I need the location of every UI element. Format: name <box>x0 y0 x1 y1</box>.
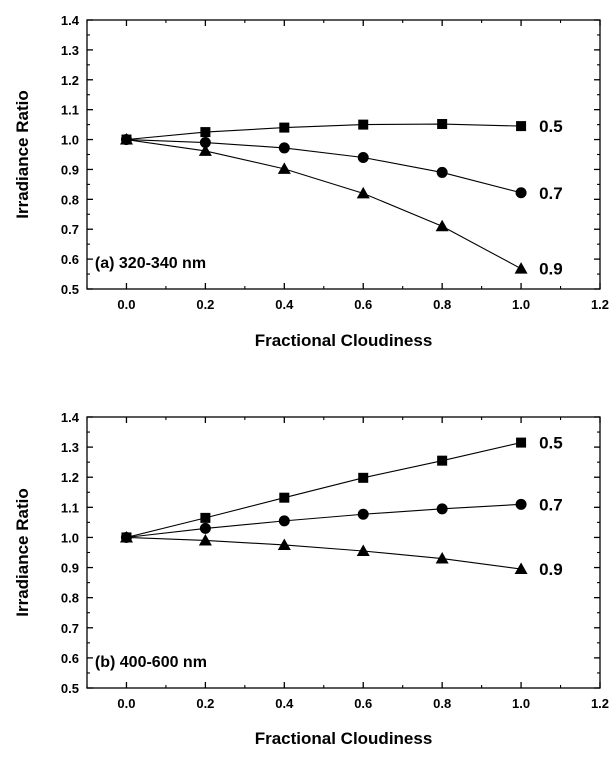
data-point <box>277 538 291 550</box>
data-point <box>436 503 448 515</box>
x-tick-label: 0.6 <box>354 297 372 312</box>
chart-panel-b: 0.0 0.2 0.4 0.6 0.8 1.0 1.2 0.5 0.6 0.7 0.8 0.9 1.0 1… <box>13 410 609 748</box>
data-point <box>515 498 527 510</box>
y-tick-label: 1.0 <box>61 133 79 148</box>
chart-panel-a: 0.0 0.2 0.4 0.6 0.8 1.0 1.2 0.5 0.6 0.7 0.8 0.9 1.0 1… <box>13 13 609 350</box>
y-tick-label: 0.5 <box>61 282 79 297</box>
series-label: 0.7 <box>539 495 563 514</box>
y-tick-label: 1.2 <box>61 470 79 485</box>
data-point <box>119 133 133 145</box>
series-line <box>126 536 522 570</box>
y-tick-label: 1.4 <box>61 13 80 28</box>
data-point <box>199 137 211 149</box>
series-square: 0.5 <box>121 117 563 145</box>
y-tick-label: 0.5 <box>61 681 79 696</box>
data-point <box>198 533 212 546</box>
data-point <box>119 530 133 543</box>
plot-frame <box>86 416 601 689</box>
series-label: 0.9 <box>539 560 563 579</box>
data-point <box>516 437 527 448</box>
y-tick-label: 0.6 <box>61 651 79 666</box>
series-label: 0.5 <box>539 434 563 453</box>
y-tick-label: 0.9 <box>61 162 79 177</box>
series-circle: 0.7 <box>120 495 563 543</box>
series-line <box>126 123 522 141</box>
y-tick-label: 0.7 <box>61 222 79 237</box>
x-tick-label: 1.0 <box>512 297 530 312</box>
x-tick-label: 0.4 <box>275 696 294 711</box>
data-point <box>356 186 370 199</box>
x-tick-label: 1.0 <box>512 696 530 711</box>
data-point <box>198 144 212 156</box>
x-axis-title: Fractional Cloudiness <box>255 331 433 350</box>
series-line <box>126 442 522 538</box>
data-point <box>277 162 291 174</box>
y-tick-label: 1.3 <box>61 440 79 455</box>
data-point <box>435 219 449 232</box>
y-tick-label: 1.2 <box>61 73 79 88</box>
data-point <box>516 121 527 132</box>
y-tick-label: 0.7 <box>61 621 79 636</box>
series-line <box>126 503 522 538</box>
data-point <box>200 512 211 523</box>
series-square: 0.5 <box>121 434 563 543</box>
series-line <box>126 139 522 270</box>
data-point <box>356 544 370 556</box>
series-triangle: 0.9 <box>119 133 563 279</box>
data-point <box>199 522 211 534</box>
x-tick-label: 0.2 <box>196 297 214 312</box>
data-point <box>278 142 290 154</box>
x-tick-label: 0.2 <box>196 696 214 711</box>
data-point <box>357 508 369 520</box>
x-tick-label: 1.2 <box>591 297 609 312</box>
data-point <box>200 127 211 138</box>
data-point <box>278 515 290 527</box>
panel-label: (a) 320-340 nm <box>95 255 206 272</box>
panel-label: (b) 400-600 nm <box>95 654 207 671</box>
y-axis-title: Irradiance Ratio <box>13 90 32 219</box>
data-point <box>515 187 527 199</box>
series-line <box>126 139 522 194</box>
y-axis-title: Irradiance Ratio <box>13 488 32 617</box>
y-tick-label: 1.1 <box>61 500 79 515</box>
data-point <box>514 262 528 274</box>
data-point <box>279 492 290 503</box>
x-tick-label: 0.4 <box>275 297 294 312</box>
data-point <box>279 122 290 133</box>
data-point <box>357 151 369 163</box>
x-tick-label: 1.2 <box>591 696 609 711</box>
data-point <box>437 455 448 466</box>
series-label: 0.7 <box>539 184 563 203</box>
x-tick-label: 0.6 <box>354 696 372 711</box>
y-tick-label: 1.4 <box>61 410 80 425</box>
data-point <box>437 119 448 130</box>
series-circle: 0.7 <box>120 134 563 203</box>
x-tick-label: 0.8 <box>433 297 451 312</box>
series-triangle: 0.9 <box>119 530 563 579</box>
y-tick-label: 0.8 <box>61 591 79 606</box>
x-axis-title: Fractional Cloudiness <box>255 729 433 748</box>
x-tick-label: 0.8 <box>433 696 451 711</box>
x-tick-label: 0.0 <box>117 696 135 711</box>
y-tick-label: 0.8 <box>61 192 79 207</box>
y-tick-label: 1.0 <box>61 530 79 545</box>
y-tick-label: 1.1 <box>61 103 79 118</box>
data-point <box>435 552 449 564</box>
x-tick-label: 0.0 <box>117 297 135 312</box>
data-point <box>358 472 369 483</box>
series-label: 0.9 <box>539 260 563 279</box>
y-tick-label: 0.6 <box>61 252 79 267</box>
data-point <box>436 166 448 178</box>
series-label: 0.5 <box>539 117 563 136</box>
data-point <box>358 119 369 130</box>
data-point <box>514 562 528 575</box>
plot-frame <box>86 19 601 290</box>
y-tick-label: 1.3 <box>61 43 79 58</box>
y-tick-label: 0.9 <box>61 561 79 576</box>
